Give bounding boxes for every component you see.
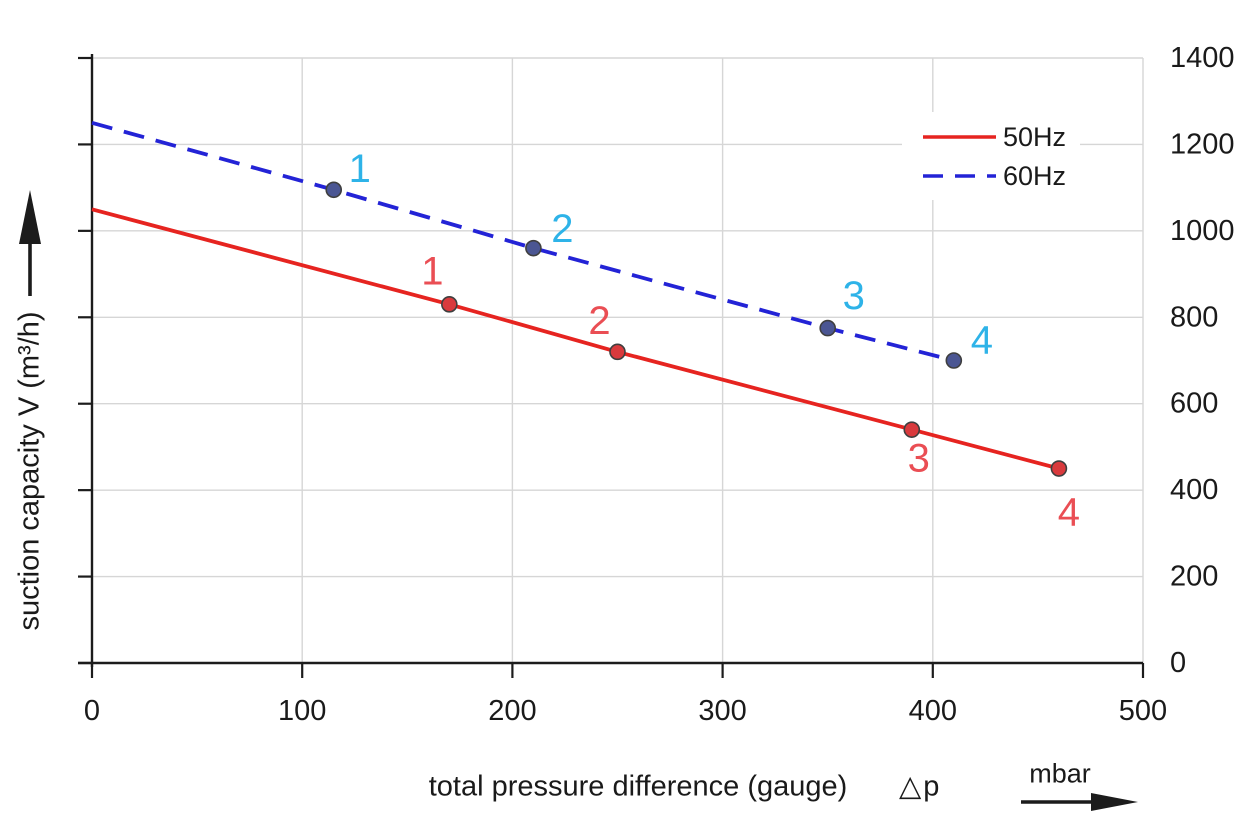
grid-lines (92, 57, 1144, 663)
series-60hz: 1 2 3 4 (91, 120, 993, 369)
data-point-label: 1 (349, 147, 371, 191)
data-point-marker (441, 296, 458, 313)
x-axis-title: total pressure difference (gauge) (428, 770, 848, 803)
data-point-marker (325, 181, 343, 199)
legend-label: 50Hz (1003, 122, 1066, 152)
legend-item: 50Hz (923, 122, 1066, 152)
x-tick-label: 400 (909, 695, 957, 727)
y-tick-label: 1000 (1170, 215, 1235, 247)
axes (78, 54, 1145, 678)
series-50hz: 1 2 3 4 (91, 207, 1080, 535)
y-tick-label: 0 (1170, 647, 1186, 679)
data-point-marker (609, 343, 626, 361)
series-line-60hz (91, 120, 955, 363)
data-point-label: 2 (588, 299, 610, 343)
legend: 50Hz 60Hz (902, 112, 1080, 200)
data-point-label: 3 (843, 274, 865, 318)
data-point-label: 1 (421, 249, 443, 293)
x-tick-label: 500 (1119, 695, 1167, 727)
x-axis-unit-label: mbar (1029, 758, 1091, 789)
x-tick-label: 200 (488, 695, 536, 727)
y-tick-label: 1200 (1170, 128, 1235, 160)
x-tick-label: 0 (84, 695, 100, 727)
y-axis-arrow-icon (19, 190, 41, 296)
y-axis-title: suction capacity V (m³/h) (13, 311, 46, 631)
data-point-label: 4 (971, 319, 993, 363)
x-tick-label: 100 (278, 695, 326, 727)
legend-item: 60Hz (923, 161, 1066, 191)
y-tick-label: 800 (1170, 301, 1218, 333)
x-axis-arrow-icon (1021, 793, 1138, 811)
data-point-label: 3 (908, 437, 930, 481)
data-point-label: 4 (1058, 491, 1080, 535)
data-point-marker (1050, 460, 1068, 477)
data-point-marker (819, 319, 837, 337)
y-tick-label: 1400 (1170, 42, 1235, 74)
y-tick-label: 600 (1170, 388, 1218, 420)
x-axis-symbol: △p (899, 770, 942, 803)
x-tick-label: 300 (698, 695, 746, 727)
tick-labels: 0 200 400 600 800 1000 1200 1400 0 100 200 300 400 50… (84, 42, 1235, 727)
data-point-marker (903, 421, 921, 438)
y-tick-label: 400 (1170, 474, 1218, 506)
data-point-label: 2 (551, 207, 573, 251)
y-tick-label: 200 (1170, 561, 1218, 593)
data-point-marker (525, 239, 542, 257)
data-point-marker (945, 352, 963, 369)
legend-label: 60Hz (1003, 161, 1066, 191)
y-arrow-head (19, 190, 41, 244)
legend-background (902, 112, 1080, 200)
x-arrow-head (1091, 793, 1138, 811)
